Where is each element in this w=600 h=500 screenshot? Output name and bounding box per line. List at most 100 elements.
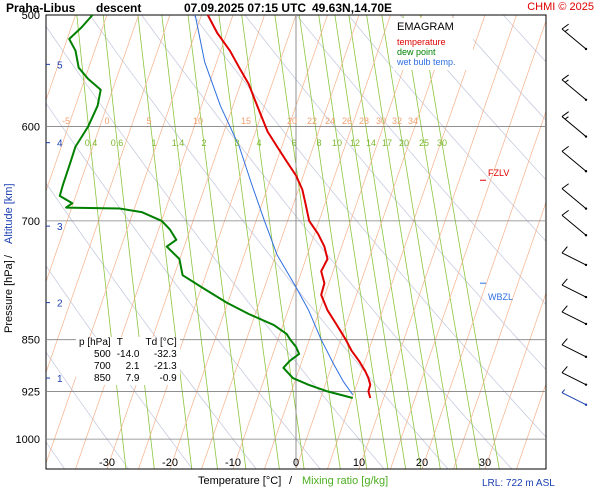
y-axis-label-right: Altitude [km] [3,183,15,244]
wind-barb-staff [561,252,587,266]
dry-adiabat-line [46,182,257,469]
isotherm-label: 34 [408,116,418,126]
wind-barb-staff [561,344,587,358]
wind-barb-station [584,98,588,101]
header-credit: CHMI © 2025 [527,1,594,13]
wind-barb [561,111,588,138]
wind-barb-station [584,263,588,267]
temperature-tick-label: 20 [416,457,428,469]
wind-barb [561,74,588,101]
mixing-ratio-label: 1.4 [172,138,185,148]
isotherm-label: -5 [62,116,70,126]
isotherm-label: 24 [325,116,335,126]
pressure-tick-label: 700 [22,216,40,228]
wind-barb-staff [561,372,587,386]
mixing-ratio-line [348,15,422,469]
temperature-tick-label: -30 [99,457,115,469]
isotherm-label: 32 [392,116,402,126]
isotherm-label: 20 [287,116,297,126]
wind-barb-station [584,170,588,173]
wetbulb-line [194,15,354,395]
wind-barb-flag [561,338,568,346]
altitude-tick-label: 4 [57,139,63,150]
dry-adiabat-line [89,15,449,469]
mixing-ratio-label: 14 [366,138,376,148]
isotherm-line [46,15,202,465]
dry-adiabat-line [347,15,546,242]
wind-barb-flag [561,305,568,313]
wind-barb [561,366,588,386]
header-datetime: 07.09.2025 07:15 UTC [184,1,306,15]
wind-barb-staff [561,311,587,325]
wind-barb-station [584,207,588,210]
mixing-ratio-label: 20 [399,138,409,148]
mixing-ratio-label: 25 [419,138,429,148]
legend-box [393,18,473,70]
header-station: Praha-Libus [6,1,76,15]
mixing-ratio-line [241,15,305,469]
temperature-tick-label: -20 [162,457,178,469]
wind-barb-station [584,355,588,359]
stats-row: 700 2.1 -21.3 [76,361,180,373]
wind-barb-station [584,295,588,299]
wind-barb-station [584,47,588,51]
isotherm-label: 0 [104,116,109,126]
isotherm-line [46,15,108,192]
isotherm-line [138,15,297,469]
stats-cell: 700 [94,361,111,372]
mixing-ratio-label: 1 [151,138,156,148]
altitude-tick-label: 2 [57,299,63,310]
isotherm-line [169,15,328,469]
mixing-ratio-line [366,15,441,469]
dry-adiabat-line [399,15,546,181]
isotherm-line [295,15,454,469]
mixing-ratio-label: 10 [332,138,342,148]
isotherm-label: 30 [376,116,386,126]
mixing-ratio-label: 4 [256,138,261,148]
mixing-ratio-label: 12 [350,138,360,148]
stats-cell: 500 [94,349,111,360]
wind-barb-half-flag [564,28,569,32]
isotherm-line [264,15,423,469]
wbzl-label: WBZL [488,292,513,302]
stats-cell: 850 [94,373,111,384]
dry-adiabat-line [141,15,513,469]
isotherm-line [484,292,546,469]
legend-wetbulb: wet bulb temp. [396,57,456,67]
isotherm-line [106,15,265,469]
isotherm-label: 28 [359,116,369,126]
wind-barb-staff [561,79,587,101]
fzlv-label: FZLV [488,168,509,178]
stats-cell: -14.0 [116,349,140,360]
x-axis-label-sep: / [289,475,293,487]
altitude-tick-label: 3 [57,222,63,233]
dry-adiabat-line [244,15,546,371]
wind-barb-half-flag [561,389,566,394]
wind-barb-station [584,135,588,138]
wind-barb [561,145,588,173]
wind-barb-staff [561,150,587,172]
mixing-ratio-line [298,15,368,469]
stats-cell: -32.3 [153,349,177,360]
wind-barb-flag [561,366,568,373]
mixing-ratio-label: 3 [234,138,239,148]
dewpoint-line [58,15,353,399]
legend-dewpoint: dew point [397,47,436,57]
wind-barb-staff [561,188,587,210]
wind-barb [561,389,588,406]
mixing-ratio-label: 0.4 [85,138,98,148]
altitude-tick-label: 5 [57,60,63,71]
isotherm-line [75,15,234,469]
dry-adiabat-line [46,102,321,469]
temperature-line [206,15,372,399]
isotherm-line [201,15,360,469]
mixing-ratio-line [334,15,407,469]
temperature-tick-label: -10 [225,457,241,469]
wind-barb [561,23,588,51]
header-mode: descent [96,1,141,15]
wind-barb-station [584,234,588,237]
mixing-ratio-label: 17 [382,138,392,148]
isotherm-label: 26 [342,116,352,126]
isotherm-label: 15 [241,116,251,126]
